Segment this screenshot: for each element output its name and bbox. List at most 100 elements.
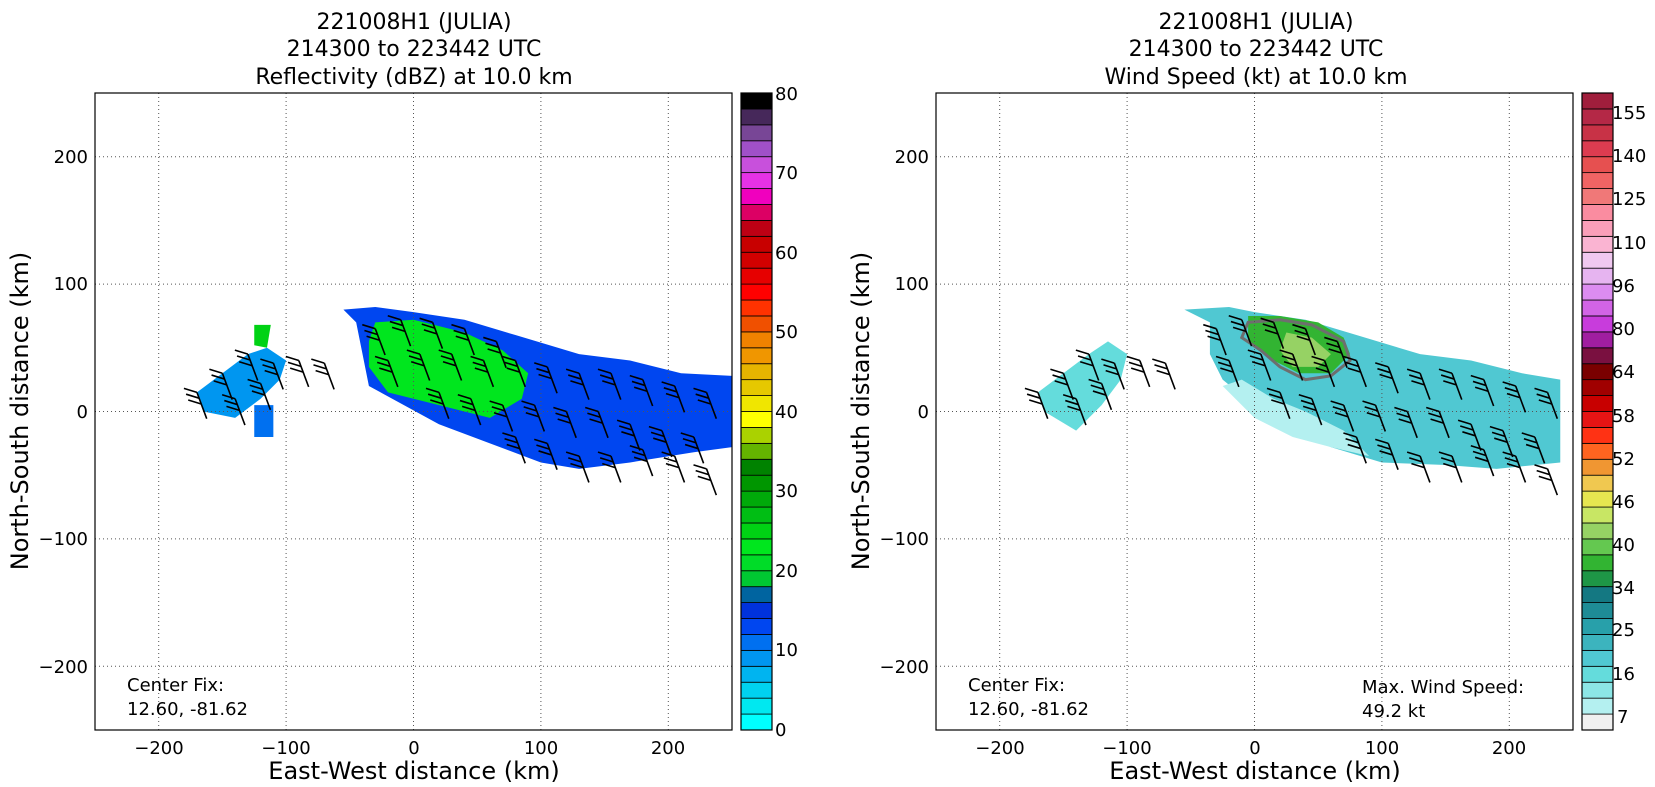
barb-flag [1281, 355, 1296, 361]
wind-barb [1126, 355, 1151, 388]
barb-shaft [501, 404, 514, 432]
barb-flag [1324, 336, 1338, 343]
barb-flag [1347, 367, 1361, 373]
barb-flag [430, 399, 444, 405]
barb-flag [211, 374, 225, 380]
colorbar-segment [1581, 490, 1614, 508]
wind-barb [521, 400, 546, 432]
wind-barb [565, 451, 590, 483]
colorbar-frame [740, 92, 773, 731]
barb-flag [483, 336, 497, 343]
barb-flag [1130, 367, 1145, 373]
barb-flag [379, 367, 393, 373]
barb-flag [487, 348, 501, 354]
barb-flag [661, 451, 675, 457]
barb-flag [1054, 380, 1068, 386]
barb-shaft [1323, 360, 1336, 388]
center-fix-value: 12.60, -81.62 [127, 699, 248, 720]
colorbar-segment [740, 411, 773, 428]
barb-flag [1232, 326, 1247, 333]
colorbar-segment [1581, 124, 1614, 142]
barb-flag [1394, 406, 1408, 413]
barb-shaft [705, 392, 718, 419]
barb-flag [1406, 368, 1421, 375]
barb-shaft [546, 443, 558, 470]
barb-shaft [1113, 362, 1125, 390]
barb-flag [1294, 329, 1308, 336]
colorbar-segment [1581, 283, 1614, 301]
barb-flag [472, 361, 486, 368]
barb-flag [557, 418, 571, 424]
wind-barb [1438, 451, 1463, 483]
barb-shaft [629, 423, 641, 451]
wind-barb [1247, 349, 1272, 381]
wind-barb [419, 317, 444, 349]
barb-flag [260, 358, 274, 364]
barb-flag [1366, 411, 1381, 418]
barb-shaft [1228, 360, 1240, 388]
wind-barb [661, 381, 686, 413]
colorbar-segment [740, 204, 773, 221]
barb-flag [693, 387, 707, 394]
barb-flag [684, 443, 699, 450]
barb-flag [1494, 437, 1508, 443]
barb-flag [1330, 400, 1344, 406]
barb-flag [1334, 411, 1349, 418]
colorbar-segment [1581, 554, 1614, 572]
barb-flag [631, 450, 646, 457]
chart-title-line-3: Wind Speed (kt) at 10.0 km [1104, 65, 1407, 90]
barb-flag [629, 444, 644, 451]
barb-flag [599, 374, 614, 380]
x-tick-label: 0 [408, 738, 419, 759]
barb-flag [555, 412, 569, 419]
wind-barb [553, 406, 577, 439]
barb-shaft [1355, 436, 1367, 464]
colorbar-tick-label: 64 [1612, 362, 1635, 383]
colorbar-segment [1581, 331, 1614, 349]
wind-barb [1502, 381, 1527, 413]
wind-barb [693, 387, 718, 419]
barb-flag [374, 355, 389, 362]
chart-title-line-2: 214300 to 223442 UTC [1129, 37, 1384, 62]
chart-title-line-1: 221008H1 (JULIA) [1158, 10, 1353, 35]
wind-speed-region [1222, 379, 1370, 457]
barb-flag [650, 431, 665, 438]
barb-flag [474, 367, 489, 373]
barb-shaft [1260, 353, 1272, 381]
colorbar-segment [740, 219, 773, 237]
barb-shaft [1075, 398, 1087, 426]
barb-flag [1521, 432, 1536, 438]
barb-flag [427, 393, 442, 399]
barb-flag [1443, 380, 1457, 386]
colorbar-segment [1581, 140, 1614, 158]
barb-flag [1474, 456, 1489, 463]
y-tick-label: 200 [54, 147, 88, 168]
x-tick-label: 200 [651, 738, 685, 759]
y-tick-label: 100 [895, 274, 929, 295]
colorbar-segment [1581, 697, 1614, 715]
barb-flag [1302, 405, 1317, 412]
barb-flag [1028, 399, 1043, 405]
barb-flag [534, 362, 548, 368]
barb-flag [1460, 425, 1474, 431]
barb-flag [410, 360, 425, 367]
wind-barb [1075, 349, 1100, 381]
colorbar-segment [740, 665, 773, 683]
barb-flag [506, 367, 520, 373]
barb-shaft [1037, 392, 1049, 419]
barb-shaft [1483, 379, 1495, 407]
barb-shaft [1241, 319, 1253, 347]
barb-flag [597, 368, 612, 375]
colorbar-segment [1581, 442, 1614, 460]
barb-flag [491, 406, 506, 412]
barb-flag [1538, 399, 1553, 405]
barb-flag [663, 457, 678, 463]
colorbar-tick-label: 155 [1612, 103, 1646, 124]
wind-barb [597, 368, 622, 400]
barb-shaft [1336, 341, 1348, 369]
colorbar-segment [1581, 219, 1614, 237]
colorbar-segment [740, 586, 773, 603]
colorbar-tick-label: 110 [1612, 233, 1646, 254]
colorbar-segment [1581, 681, 1614, 699]
barb-shaft [673, 385, 686, 413]
